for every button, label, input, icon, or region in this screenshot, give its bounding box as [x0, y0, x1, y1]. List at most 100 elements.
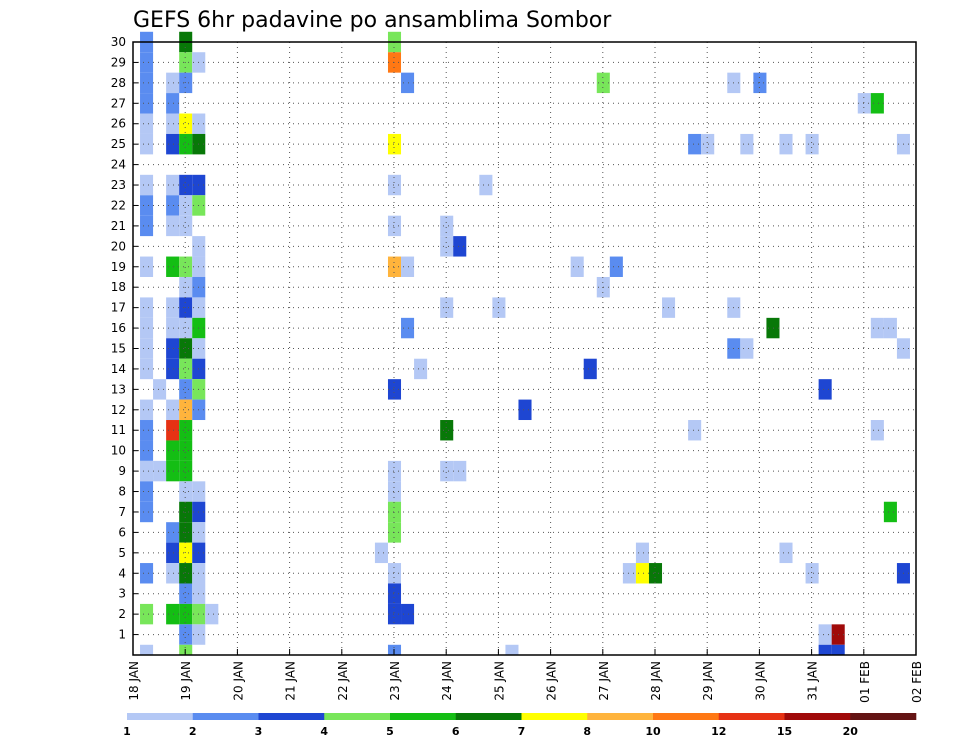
y-tick-label: 6 [118, 525, 126, 539]
heatmap-cell [166, 338, 180, 359]
y-tick-label: 21 [111, 219, 126, 233]
heatmap-cell [179, 542, 193, 564]
heatmap-cell [583, 358, 597, 380]
heatmap-cell [179, 297, 193, 318]
heatmap-cell [374, 542, 388, 564]
y-tick-label: 23 [111, 178, 126, 192]
y-tick-label: 30 [111, 35, 126, 49]
heatmap-cell [453, 460, 467, 482]
heatmap-cell [387, 133, 402, 155]
colorbar-tick-label: 20 [843, 725, 859, 738]
y-tick-label: 4 [118, 566, 126, 580]
heatmap-cell [140, 174, 154, 196]
heatmap-cell [140, 317, 154, 339]
colorbar-swatch [390, 713, 457, 720]
colorbar-tick-label: 10 [645, 725, 661, 738]
colorbar-tick-label: 7 [518, 725, 526, 738]
heatmap-cell [140, 133, 154, 155]
heatmap-cell [166, 522, 180, 543]
colorbar-swatch [127, 713, 194, 720]
heatmap-cell [179, 440, 193, 461]
colorbar-swatch [258, 713, 325, 720]
x-tick-label: 26 JAN [545, 661, 559, 701]
heatmap-cell [387, 583, 402, 604]
x-tick-label: 23 JAN [388, 661, 402, 701]
heatmap-cell [166, 113, 180, 134]
heatmap-cell [166, 297, 180, 318]
colorbar-swatch [192, 713, 259, 720]
heatmap-cell [140, 256, 154, 277]
y-tick-label: 3 [118, 587, 126, 601]
heatmap-cell [870, 317, 884, 339]
heatmap-cell [166, 420, 180, 441]
colorbar-tick-label: 5 [386, 725, 394, 738]
x-axis-ticks: 18 JAN 19 JAN 20 JAN 21 JAN 22 JAN 23 JAN 24 J… [127, 649, 924, 703]
heatmap-cell [440, 215, 454, 237]
heatmap-cell [166, 72, 180, 94]
heatmap-cell [179, 113, 193, 134]
heatmap-cell [179, 358, 193, 380]
heatmap-cell [166, 317, 180, 339]
heatmap-cell [140, 644, 154, 655]
y-tick-label: 19 [111, 260, 126, 274]
heatmap-cell [140, 440, 154, 461]
heatmap-cells [140, 31, 910, 655]
heatmap-cell [387, 174, 402, 196]
x-tick-label: 29 JAN [701, 661, 715, 701]
heatmap-cell [166, 133, 180, 155]
heatmap-cell [883, 317, 897, 339]
heatmap-cell [166, 542, 180, 564]
heatmap-cell [179, 338, 193, 359]
heatmap-cell [387, 215, 402, 237]
heatmap-cell [179, 624, 193, 645]
x-tick-label: 30 JAN [753, 661, 767, 701]
heatmap-cell [505, 644, 519, 655]
heatmap-cell [140, 399, 154, 421]
y-axis-ticks: 1234567891011121314151617181920212223242… [111, 35, 138, 642]
colorbar-swatch [521, 713, 588, 720]
heatmap-cell [740, 133, 754, 155]
x-tick-label: 25 JAN [492, 661, 506, 701]
heatmap-cell [479, 174, 493, 196]
grid-lines [133, 41, 916, 655]
y-tick-label: 29 [111, 55, 126, 69]
heatmap-cell [140, 113, 154, 134]
heatmap-cell [179, 174, 193, 196]
y-tick-label: 1 [118, 628, 126, 642]
heatmap-cell [453, 236, 467, 257]
heatmap-cell [883, 501, 897, 523]
heatmap-cell [166, 93, 180, 114]
x-tick-label: 18 JAN [127, 661, 141, 701]
colorbar-legend: 1 2 3 4 5 6 7 8 10 12 15 20 [123, 713, 917, 738]
heatmap-cell [179, 420, 193, 441]
y-tick-label: 14 [111, 362, 126, 376]
heatmap-cell [622, 563, 636, 584]
y-tick-label: 10 [111, 444, 126, 458]
heatmap-cell [140, 563, 154, 584]
heatmap-cell [140, 358, 154, 380]
heatmap-cell [140, 72, 154, 94]
heatmap-cell [166, 603, 180, 625]
heatmap-cell [570, 256, 584, 277]
heatmap-cell [140, 93, 154, 114]
heatmap-cell [518, 399, 532, 421]
x-tick-label: 01 FEB [858, 661, 872, 703]
heatmap-cell [440, 236, 454, 257]
heatmap-cell [179, 501, 193, 523]
heatmap-cell [140, 481, 154, 502]
heatmap-cell [870, 93, 884, 114]
y-tick-label: 5 [118, 546, 126, 560]
heatmap-cell [609, 256, 623, 277]
heatmap-cell [140, 215, 154, 237]
heatmap-cell [140, 460, 154, 482]
y-tick-label: 27 [111, 96, 126, 110]
heatmap-cell [140, 338, 154, 359]
x-tick-label: 28 JAN [649, 661, 663, 701]
colorbar-swatch [324, 713, 391, 720]
heatmap-cell [805, 133, 819, 155]
y-tick-label: 9 [118, 464, 126, 478]
heatmap-cell [688, 133, 702, 155]
heatmap-cell [387, 256, 402, 277]
x-tick-label: 24 JAN [440, 661, 454, 701]
